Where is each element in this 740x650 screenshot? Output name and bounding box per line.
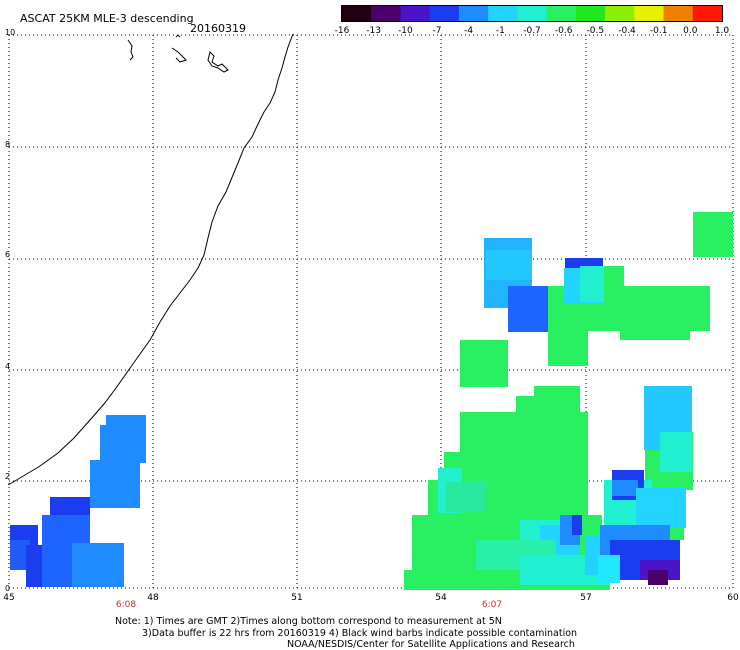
- y-tick-label: 10: [5, 28, 16, 37]
- colorbar-label: -16: [334, 26, 350, 36]
- map-plot: [7, 33, 734, 590]
- island-outline: [127, 39, 134, 61]
- swath-cell: [693, 212, 733, 257]
- x-tick-label: 54: [435, 593, 447, 603]
- swath-cell: [612, 480, 638, 496]
- swath-cell: [460, 412, 588, 457]
- swath-cell: [508, 286, 548, 332]
- swath-cell: [90, 460, 140, 508]
- swath-cell: [660, 432, 692, 472]
- colorbar-swatch: [371, 6, 401, 21]
- map-title: ASCAT 25KM MLE-3 descending: [20, 12, 194, 25]
- y-tick-label: 6: [5, 250, 11, 259]
- colorbar-swatch: [546, 6, 577, 21]
- swath-cell: [572, 515, 582, 535]
- swath-cell: [460, 340, 508, 387]
- swath-cell: [72, 543, 124, 587]
- x-tick-label: 48: [147, 593, 159, 603]
- colorbar-swatch: [429, 6, 460, 21]
- swath-cell: [106, 415, 146, 463]
- colorbar-swatch: [458, 6, 489, 21]
- swath-cell: [486, 250, 532, 280]
- colorbar-swatch: [517, 6, 548, 21]
- y-tick-label: 4: [5, 362, 11, 371]
- swath-cell: [620, 320, 690, 340]
- map-date: 20160319: [190, 22, 246, 35]
- colorbar-label: -0.6: [554, 26, 573, 36]
- colorbar-swatch: [488, 6, 518, 21]
- colorbar-swatch: [605, 6, 635, 21]
- colorbar-label: -0.1: [649, 26, 668, 36]
- coastline: [7, 33, 294, 486]
- swath-cell: [26, 545, 46, 587]
- colorbar-label: -0.4: [618, 26, 636, 36]
- colorbar-swatch: [400, 6, 431, 21]
- colorbar-swatch: [342, 6, 372, 21]
- swath-cell: [446, 482, 486, 512]
- colorbar-label: -0.5: [586, 26, 605, 36]
- colorbar-label: -10: [397, 26, 413, 36]
- y-tick-label: 2: [5, 472, 11, 481]
- y-tick-label: 0: [5, 584, 11, 593]
- footnote-line-1: Note: 1) Times are GMT 2)Times along bot…: [115, 616, 502, 627]
- island-outline: [207, 51, 229, 73]
- colorbar-swatch: [692, 6, 723, 21]
- x-tick-label: 57: [580, 593, 592, 603]
- colorbar-border: [341, 5, 723, 22]
- footnote-line-2: 3)Data buffer is 22 hrs from 20160319 4)…: [142, 628, 578, 639]
- colorbar-label: -0.7: [523, 26, 541, 36]
- colorbar-label: 0.0: [683, 26, 698, 36]
- colorbar-swatch: [663, 6, 694, 21]
- time-label: 6:08: [115, 600, 137, 610]
- x-tick-label: 45: [3, 593, 15, 603]
- x-tick-label: 60: [727, 593, 739, 603]
- swath-cell: [516, 396, 580, 416]
- x-tick-label: 51: [291, 593, 303, 603]
- swath-cell: [598, 555, 620, 583]
- colorbar-label: -7: [432, 26, 442, 36]
- credit-line: NOAA/NESDIS/Center for Satellite Applica…: [287, 639, 575, 650]
- colorbar-label: 1.0: [714, 26, 730, 36]
- swath-cell: [580, 266, 604, 302]
- swath-cell: [10, 540, 30, 570]
- y-tick-label: 8: [5, 140, 11, 149]
- swath-cell: [648, 570, 668, 585]
- colorbar-label: -13: [366, 26, 382, 36]
- island-outline: [175, 34, 181, 38]
- colorbar-swatch: [575, 6, 606, 21]
- island-outline: [171, 47, 187, 63]
- wind-swath: [10, 212, 733, 590]
- swath-cell: [604, 266, 624, 296]
- colorbar-swatch: [634, 6, 665, 21]
- coastline-path: [7, 33, 294, 486]
- swath-cell: [620, 286, 710, 306]
- colorbar: [341, 5, 723, 22]
- time-label: 6:07: [481, 600, 503, 610]
- colorbar-label: -4: [464, 26, 474, 36]
- swath-cell: [534, 386, 580, 400]
- colorbar-label: -1: [495, 26, 505, 36]
- swath-cell: [636, 488, 686, 528]
